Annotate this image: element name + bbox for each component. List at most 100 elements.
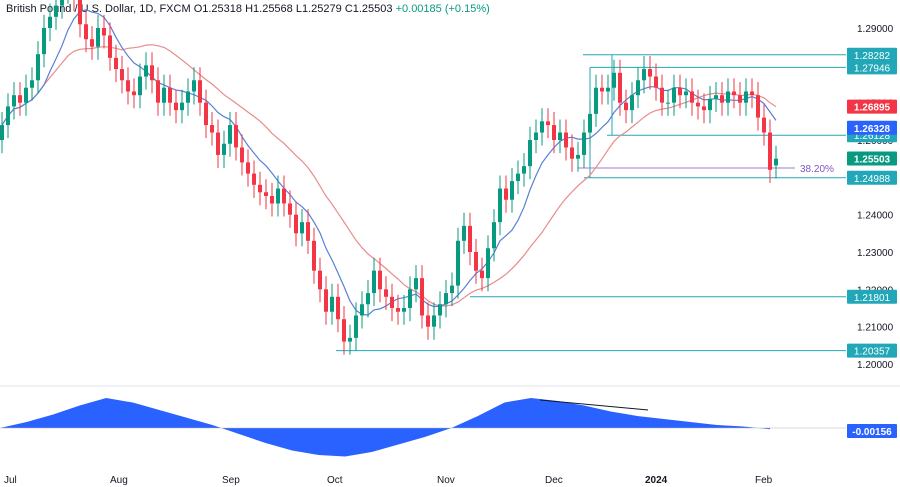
candle-body xyxy=(54,5,58,17)
candle-body xyxy=(126,80,130,92)
price-tick-label: 1.29000 xyxy=(857,24,894,35)
candle-body xyxy=(588,113,592,133)
candle-body xyxy=(222,143,226,155)
candle-body xyxy=(96,28,100,47)
candle-body xyxy=(708,98,712,111)
time-axis-label: Sep xyxy=(222,475,240,486)
ohlc-low: L1.25279 xyxy=(295,3,342,15)
candle-body xyxy=(768,132,772,170)
candle-body xyxy=(456,240,460,286)
level-label: 1.20357 xyxy=(854,347,891,358)
candle-body xyxy=(132,91,136,96)
candle-body xyxy=(474,252,478,271)
candle-body xyxy=(756,95,760,118)
candle-body xyxy=(198,80,202,103)
candle-body xyxy=(528,140,532,167)
current-price-label: 1.26328 xyxy=(854,124,891,135)
candle-body xyxy=(762,117,766,133)
level-badge xyxy=(847,47,897,62)
candle-body xyxy=(36,54,40,81)
candle-body xyxy=(600,87,604,92)
candle-body xyxy=(120,69,124,81)
candle-body xyxy=(612,72,616,88)
ohlc-open: O1.25318 xyxy=(193,3,243,15)
candle-body xyxy=(432,315,436,327)
price-tick-label: 1.20000 xyxy=(857,360,894,371)
current-price-badge xyxy=(847,99,897,114)
candle-body xyxy=(378,270,382,290)
candle-body xyxy=(534,132,538,140)
candle-body xyxy=(438,304,442,316)
candle-body xyxy=(300,222,304,234)
candle-body xyxy=(78,0,82,25)
candle-body xyxy=(720,95,724,103)
candle-body xyxy=(426,315,430,327)
time-axis-label: Nov xyxy=(437,475,455,486)
current-price-badge xyxy=(847,120,897,135)
candle-body xyxy=(24,87,28,103)
candle-body xyxy=(282,188,286,204)
candle-body xyxy=(672,87,676,103)
time-axis-label: Jul xyxy=(4,475,17,486)
candle-body xyxy=(186,91,190,103)
candle-body xyxy=(330,296,334,312)
candle-body xyxy=(684,91,688,96)
price-tick-label: 1.21000 xyxy=(857,323,894,334)
candle-body xyxy=(660,87,664,103)
ohlc-high: H1.25568 xyxy=(245,3,293,15)
fast-moving-average-line xyxy=(1,9,777,316)
candle-body xyxy=(192,80,196,92)
candle-body xyxy=(468,225,472,252)
candle-body xyxy=(228,125,232,144)
current-price-label: 1.26895 xyxy=(854,103,891,114)
candle-body xyxy=(12,95,16,107)
time-axis-label: 2024 xyxy=(645,475,668,486)
candle-body xyxy=(18,95,22,103)
time-axis-label: Dec xyxy=(545,475,563,486)
candle-body xyxy=(306,222,310,241)
candle-body xyxy=(168,87,172,103)
divergence-trendline xyxy=(539,399,649,411)
candle-body xyxy=(738,95,742,103)
candle-body xyxy=(714,95,718,99)
candle-body xyxy=(60,0,64,6)
candle-body xyxy=(366,293,370,305)
candle-body xyxy=(252,173,256,185)
time-axis-label: Oct xyxy=(327,475,343,486)
candle-body xyxy=(636,80,640,96)
candle-body xyxy=(690,91,694,103)
candle-body xyxy=(108,35,112,58)
candle-body xyxy=(666,102,670,104)
candle-body xyxy=(486,248,490,279)
price-tick-label: 1.24000 xyxy=(857,211,894,222)
chart-header: British Pound / U.S. Dollar, 1D, FXCM O1… xyxy=(6,3,490,15)
candle-body xyxy=(90,39,94,47)
level-badge xyxy=(847,289,897,304)
candle-body xyxy=(264,192,268,196)
candle-body xyxy=(594,87,598,114)
symbol-title: British Pound / U.S. Dollar, 1D, FXCM xyxy=(6,3,191,15)
candle-body xyxy=(630,95,634,111)
candle-body xyxy=(270,196,274,204)
level-label: 1.24988 xyxy=(854,174,891,185)
candle-body xyxy=(654,76,658,88)
ohlc-close: C1.25503 xyxy=(344,3,393,15)
candle-body xyxy=(462,225,466,241)
candle-body xyxy=(312,240,316,271)
candle-body xyxy=(396,308,400,312)
candle-body xyxy=(444,293,448,305)
candle-body xyxy=(114,57,118,70)
candle-body xyxy=(48,16,52,28)
candle-body xyxy=(336,296,340,320)
level-label: 1.27946 xyxy=(854,63,891,74)
candle-body xyxy=(246,162,250,174)
candle-body xyxy=(288,203,292,215)
candle-body xyxy=(324,289,328,312)
time-axis-label: Aug xyxy=(110,475,128,486)
candle-body xyxy=(354,315,358,338)
candle-body xyxy=(30,80,34,88)
current-price-badge xyxy=(847,151,897,166)
candle-body xyxy=(702,106,706,111)
candle-body xyxy=(402,308,406,312)
